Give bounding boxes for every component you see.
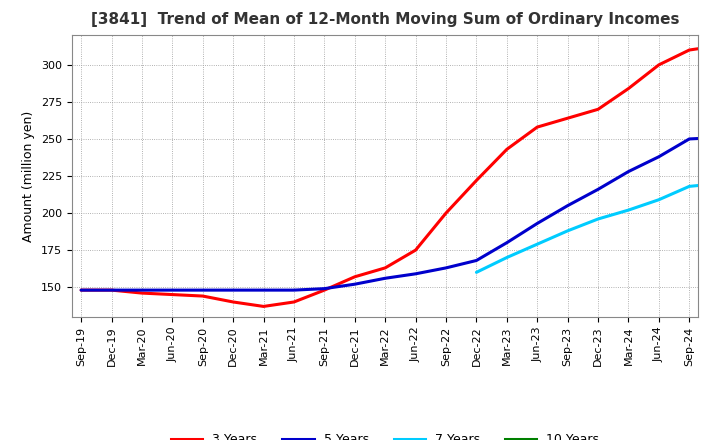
Legend: 3 Years, 5 Years, 7 Years, 10 Years: 3 Years, 5 Years, 7 Years, 10 Years bbox=[166, 429, 604, 440]
Title: [3841]  Trend of Mean of 12-Month Moving Sum of Ordinary Incomes: [3841] Trend of Mean of 12-Month Moving … bbox=[91, 12, 680, 27]
Y-axis label: Amount (million yen): Amount (million yen) bbox=[22, 110, 35, 242]
